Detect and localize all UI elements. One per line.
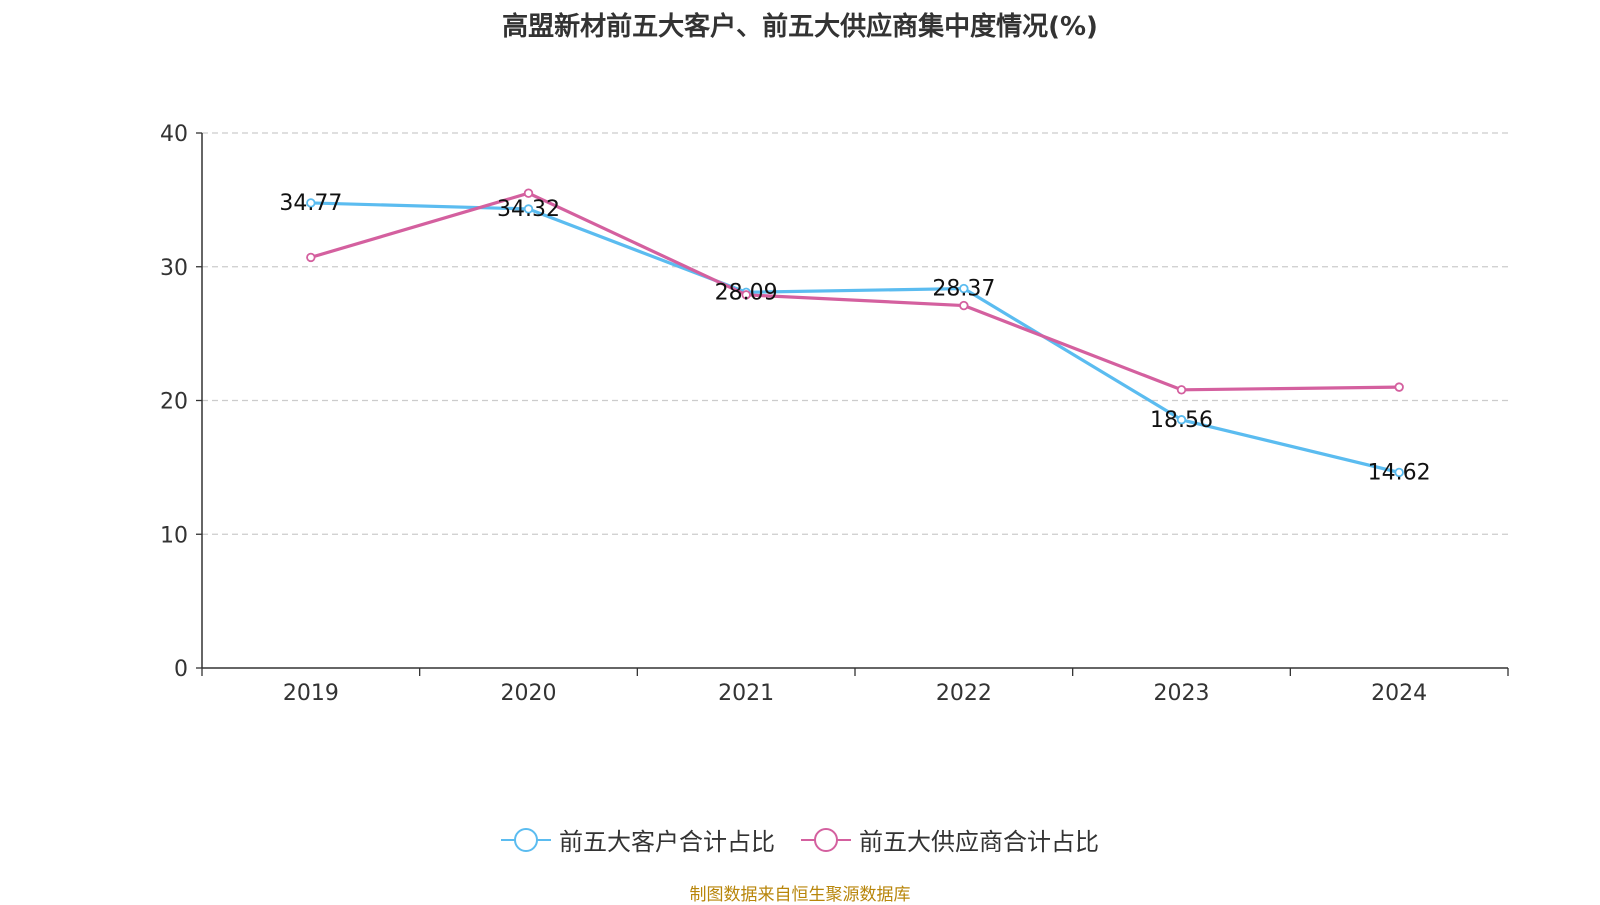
x-tick-label-2019: 2019 [283,681,339,706]
series-1-point-2019 [306,252,316,263]
y-tick-label-10: 10 [160,523,188,548]
x-tick-label-2024: 2024 [1371,681,1427,706]
series-0-point-2020 [523,204,534,214]
data-label-0-2024: 14.62 [1368,460,1431,485]
series-1-point-2020 [523,188,534,198]
y-tick-label-30: 30 [160,256,188,281]
legend-item-suppliers[interactable]: 前五大供应商合计占比 [801,822,1099,857]
data-label-0-2023: 18.56 [1150,408,1213,433]
y-tick-label-20: 20 [160,390,188,415]
x-tick-label-2023: 2023 [1154,681,1210,706]
y-tick-label-40: 40 [160,122,188,147]
series [306,188,1404,478]
data-label-0-2020: 34.32 [497,197,560,222]
legend: 前五大客户合计占比 前五大供应商合计占比 [0,822,1600,857]
series-line-0 [310,201,1400,475]
legend-marker-suppliers [801,827,851,853]
legend-label-suppliers: 前五大供应商合计占比 [859,828,1099,856]
data-label-0-2019: 34.77 [279,191,342,216]
series-1-point-2023 [1176,385,1187,395]
x-tick-label-2022: 2022 [936,681,992,706]
legend-label-customers: 前五大客户合计占比 [559,828,775,856]
data-label-0-2021: 28.09 [715,280,778,305]
grid-lines [202,132,1508,535]
y-tick-label-0: 0 [174,657,188,682]
series-0-point-2023 [1176,415,1187,425]
series-1-point-2021 [741,290,751,300]
data-labels: 34.77 34.32 28.09 28.37 18.56 14.62 [279,191,1430,486]
series-1-point-2024 [1394,382,1404,392]
series-0-point-2019 [306,198,316,208]
axes: 0 10 20 30 40 2019 2020 2021 2022 2023 2024 [160,122,1509,706]
legend-marker-customers [501,827,551,853]
chart-title: 高盟新材前五大客户、前五大供应商集中度情况(%) [502,12,1098,42]
data-label-0-2022: 28.37 [932,277,995,302]
series-0-point-2024 [1394,467,1404,478]
series-0-point-2022 [959,283,969,294]
series-line-1 [310,191,1400,392]
x-tick-label-2020: 2020 [501,681,557,706]
legend-item-customers[interactable]: 前五大客户合计占比 [501,822,775,857]
source-note: 制图数据来自恒生聚源数据库 [689,885,911,905]
x-tick-label-2021: 2021 [718,681,774,706]
series-1-point-2022 [959,300,969,311]
